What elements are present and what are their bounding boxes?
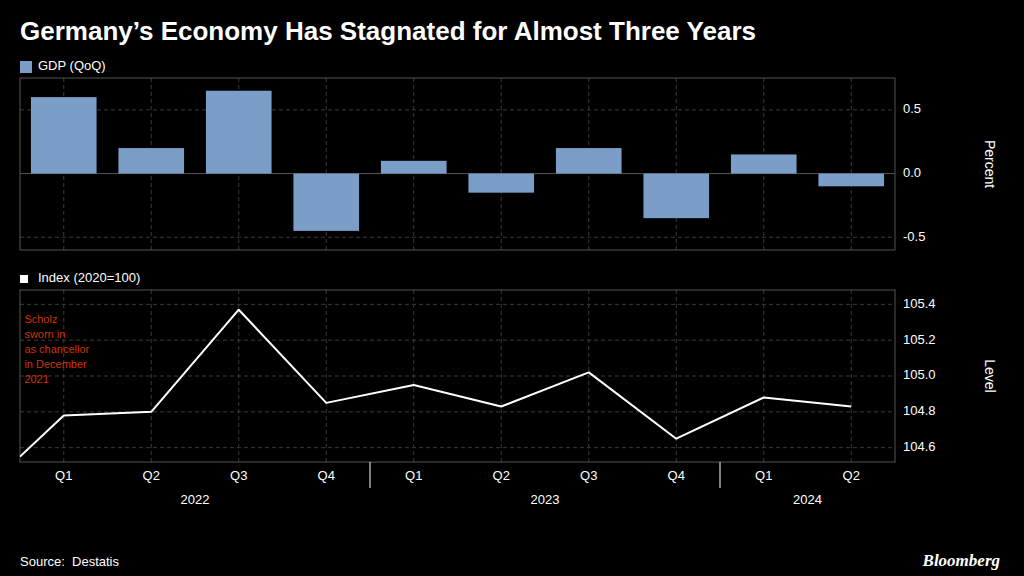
x-tick-label: Q1 <box>55 468 72 483</box>
source: Source: Destatis <box>20 554 119 569</box>
y-tick-label: 104.6 <box>903 439 936 454</box>
legend-label: Index (2020=100) <box>38 270 140 285</box>
bar <box>468 174 534 193</box>
grid <box>20 78 895 250</box>
y-tick-label: -0.5 <box>903 229 925 244</box>
legend: Index (2020=100) <box>20 270 140 285</box>
grid-line-x <box>63 290 64 462</box>
grid-line-x <box>588 290 589 462</box>
bar <box>643 174 709 219</box>
title: Germany’s Economy Has Stagnated for Almo… <box>20 16 756 46</box>
panel-line: 104.6 104.8 105.0 105.2 105.4 Level Index (202… <box>20 270 998 507</box>
legend-label: GDP (QoQ) <box>38 58 106 73</box>
y-tick-label: 0.0 <box>903 165 921 180</box>
legend-swatch <box>20 275 28 283</box>
bar <box>118 148 184 173</box>
grid-line-x <box>238 290 239 462</box>
chart-root: Germany’s Economy Has Stagnated for Almo… <box>0 0 1024 576</box>
x-tick-label: Q3 <box>230 468 247 483</box>
x-tick-label: Q4 <box>318 468 335 483</box>
plot-frame <box>20 78 895 250</box>
annotation-line: as chancellor <box>24 343 89 355</box>
y-tick-label: 105.2 <box>903 332 936 347</box>
line <box>20 310 851 457</box>
x-tick-label: Q1 <box>405 468 422 483</box>
y-axis-label: Level <box>982 359 998 392</box>
grid-line-x <box>763 290 764 462</box>
grid-line-x <box>851 78 852 250</box>
panel-bar: -0.5 0.0 0.5 Percent GDP (QoQ) <box>20 58 998 250</box>
background <box>0 0 1024 576</box>
grid <box>20 290 895 462</box>
x-tick-label: Q4 <box>668 468 685 483</box>
y-axis-label: Percent <box>982 140 998 188</box>
x-group-label: 2024 <box>793 492 822 507</box>
bar <box>31 97 97 173</box>
y-tick-label: 0.5 <box>903 101 921 116</box>
x-tick-label: Q2 <box>493 468 510 483</box>
bar <box>556 148 622 173</box>
grid-line-x <box>413 290 414 462</box>
grid-line-x <box>151 290 152 462</box>
annotation-line: sworn in <box>24 328 65 340</box>
annotation-line: in December <box>24 358 87 370</box>
grid-line-x <box>501 78 502 250</box>
annotation-line: 2021 <box>24 373 48 385</box>
x-group-label: 2023 <box>531 492 560 507</box>
bar <box>206 91 272 174</box>
grid-line-x <box>326 290 327 462</box>
marks <box>20 310 851 457</box>
legend: GDP (QoQ) <box>20 58 106 73</box>
x-group-separator <box>720 462 721 488</box>
x-tick-label: Q2 <box>143 468 160 483</box>
x-group-separator <box>370 462 371 488</box>
grid-line-x <box>676 290 677 462</box>
annotation: Scholz sworn in as chancellor in December 20… <box>24 313 89 384</box>
y-tick-label: 105.4 <box>903 296 936 311</box>
grid-line-y <box>20 237 895 238</box>
plot-frame <box>20 290 895 462</box>
marks <box>31 91 884 231</box>
annotation-line: Scholz <box>24 313 57 325</box>
grid-line-x <box>501 290 502 462</box>
y-tick-label: 105.0 <box>903 367 936 382</box>
grid-line-x <box>676 78 677 250</box>
x-tick-label: Q1 <box>755 468 772 483</box>
bar <box>381 161 447 174</box>
legend-swatch <box>20 61 32 73</box>
y-tick-label: 104.8 <box>903 403 936 418</box>
credit: Bloomberg <box>922 551 1001 570</box>
x-tick-label: Q2 <box>843 468 860 483</box>
grid-line-x <box>851 290 852 462</box>
x-group-label: 2022 <box>181 492 210 507</box>
x-tick-label: Q3 <box>580 468 597 483</box>
bar <box>818 174 884 187</box>
bar <box>731 154 797 173</box>
bar <box>293 174 359 231</box>
